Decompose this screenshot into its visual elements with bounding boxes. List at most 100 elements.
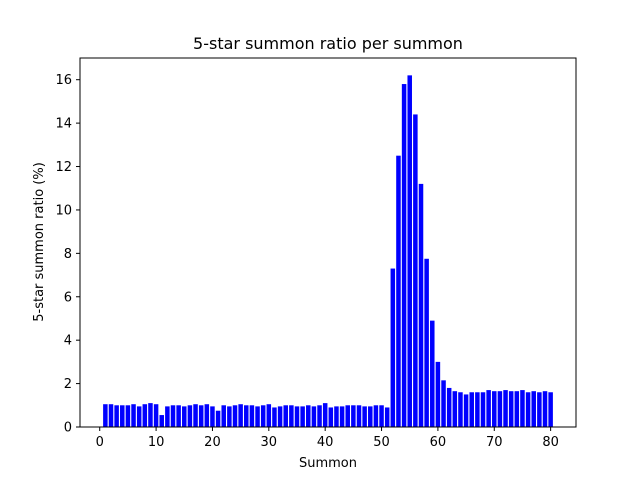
bar-67 [475, 392, 480, 427]
plot-frame [79, 57, 577, 428]
y-tick-label-16: 16 [55, 73, 72, 88]
bar-38 [311, 406, 317, 427]
bar-70 [492, 391, 497, 427]
chart-title: 5-star summon ratio per summon [193, 34, 463, 53]
y-tick-label-4: 4 [64, 334, 72, 349]
x-tick-label-80: 80 [542, 435, 559, 450]
x-tick-label-70: 70 [486, 435, 503, 450]
x-axis-ticks: 0 10 20 30 40 50 60 70 80 [96, 427, 559, 450]
bar-79 [542, 391, 548, 427]
bar-32 [277, 406, 283, 427]
bar-53 [396, 155, 401, 427]
y-tick-label-14: 14 [55, 117, 72, 132]
bar-52 [390, 268, 396, 427]
bar-8 [142, 404, 148, 427]
x-tick-label-40: 40 [317, 435, 334, 450]
bar-45 [351, 405, 356, 427]
bar-29 [260, 405, 266, 427]
bar-22 [221, 405, 226, 427]
bar-10 [153, 404, 159, 427]
bar-9 [148, 403, 153, 427]
bar-59 [430, 320, 435, 427]
y-axis-ticks: 0 2 4 6 8 10 12 14 16 [55, 73, 80, 436]
bar-21 [215, 410, 221, 427]
bar-7 [136, 406, 142, 427]
bar-43 [339, 406, 345, 427]
bar-3 [114, 405, 119, 427]
bar-26 [244, 405, 249, 427]
bar-69 [486, 390, 491, 427]
bar-25 [238, 404, 243, 427]
bar-2 [108, 404, 114, 427]
y-tick-label-0: 0 [64, 421, 72, 436]
bar-37 [306, 405, 311, 427]
bar-48 [368, 406, 373, 427]
x-tick-label-30: 30 [261, 435, 278, 450]
x-tick-label-0: 0 [96, 435, 104, 450]
bar-80 [548, 392, 553, 427]
bar-33 [283, 405, 288, 427]
bar-60 [435, 361, 441, 427]
bar-66 [469, 392, 474, 427]
x-tick-label-60: 60 [430, 435, 447, 450]
bar-51 [384, 407, 390, 427]
bar-49 [373, 405, 379, 427]
x-tick-label-50: 50 [373, 435, 390, 450]
y-tick-label-8: 8 [64, 247, 72, 262]
x-axis-title: Summon [299, 456, 357, 471]
bar-40 [322, 403, 328, 427]
bar-4 [120, 405, 125, 427]
bar-1 [103, 404, 108, 427]
bar-55 [407, 75, 412, 428]
bar-36 [300, 406, 305, 427]
bar-78 [537, 392, 542, 427]
bar-34 [289, 405, 294, 427]
y-tick-label-6: 6 [64, 290, 72, 305]
bar-76 [525, 392, 531, 427]
bar-61 [441, 380, 446, 427]
bar-14 [176, 405, 181, 427]
bar-18 [198, 405, 204, 427]
bar-17 [193, 404, 198, 427]
bar-13 [170, 405, 176, 427]
bar-5 [125, 405, 131, 427]
bar-74 [514, 391, 520, 427]
bar-54 [401, 84, 407, 428]
bar-24 [232, 405, 238, 427]
bar-63 [452, 391, 458, 427]
y-tick-label-12: 12 [55, 160, 72, 175]
bar-47 [362, 406, 367, 427]
bar-12 [165, 406, 170, 427]
bar-23 [227, 406, 232, 427]
bar-41 [328, 407, 334, 427]
bar-6 [131, 404, 136, 427]
bars-group [103, 75, 553, 428]
y-tick-label-10: 10 [55, 203, 72, 218]
bar-64 [458, 392, 463, 427]
bar-72 [503, 390, 508, 427]
bar-31 [272, 407, 277, 427]
y-tick-label-2: 2 [64, 377, 72, 392]
bar-71 [497, 391, 503, 427]
bar-30 [266, 404, 272, 427]
x-tick-label-20: 20 [204, 435, 221, 450]
bar-19 [204, 404, 210, 427]
bar-20 [210, 406, 215, 427]
bar-16 [187, 405, 193, 427]
bar-77 [531, 391, 536, 427]
bar-27 [249, 405, 255, 427]
bar-62 [446, 387, 452, 427]
bar-58 [424, 258, 429, 427]
bar-15 [182, 406, 187, 427]
bar-11 [159, 415, 164, 427]
bar-56 [413, 114, 418, 427]
bar-57 [418, 183, 424, 427]
bar-44 [345, 405, 350, 427]
x-tick-label-10: 10 [148, 435, 165, 450]
bar-35 [294, 406, 300, 427]
bar-28 [255, 406, 260, 427]
bar-50 [379, 405, 384, 427]
bar-42 [334, 406, 339, 427]
